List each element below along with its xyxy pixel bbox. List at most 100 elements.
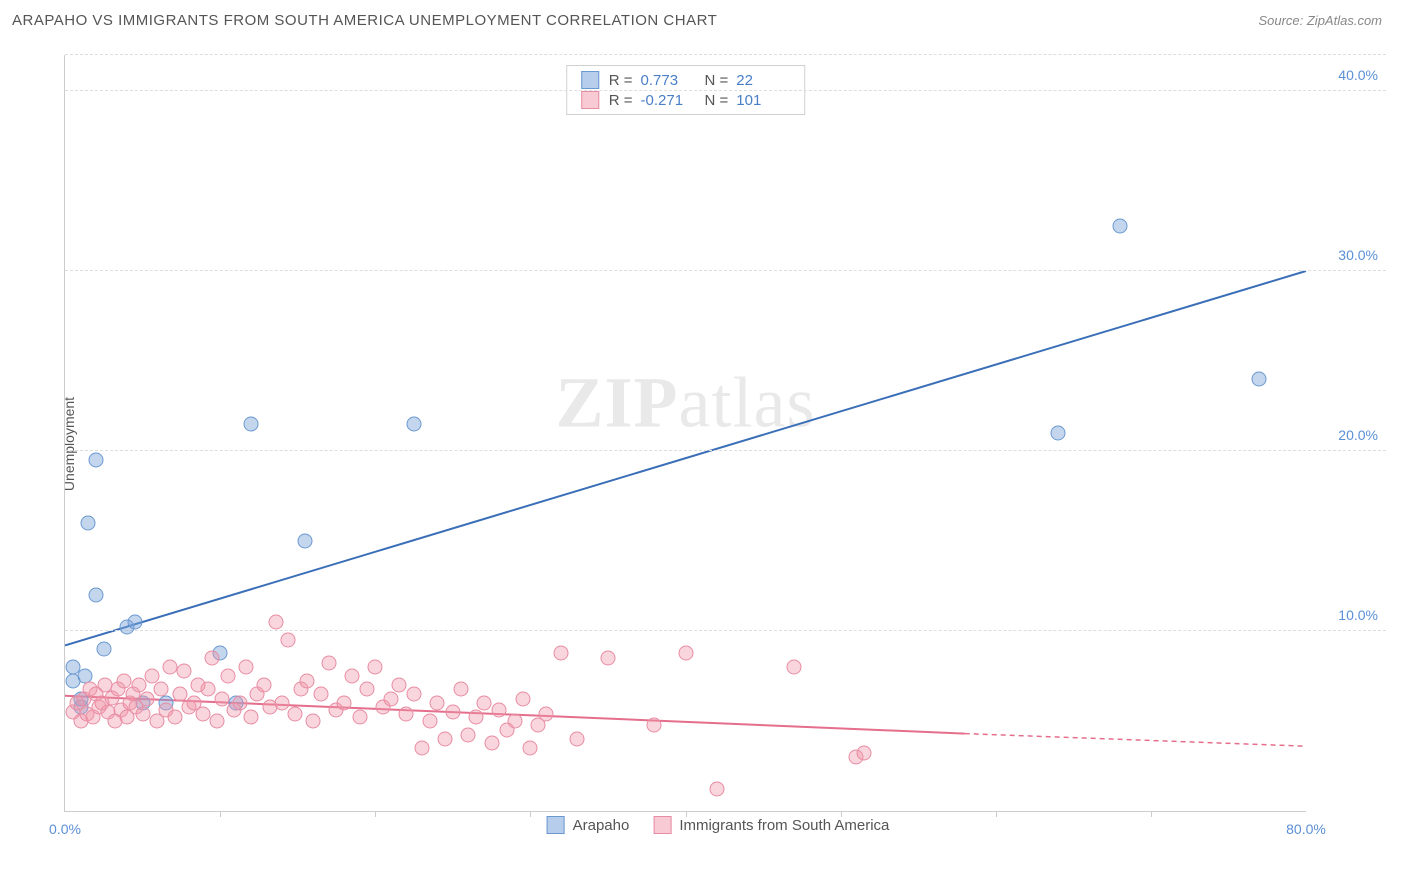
gridline xyxy=(65,450,1386,451)
data-point-immigrants xyxy=(205,651,220,666)
data-point-immigrants xyxy=(787,660,802,675)
data-point-immigrants xyxy=(287,706,302,721)
data-point-immigrants xyxy=(383,692,398,707)
r-label: R = xyxy=(609,92,633,109)
x-tick xyxy=(1151,811,1152,817)
y-tick-label: 40.0% xyxy=(1338,67,1378,83)
data-point-immigrants xyxy=(163,660,178,675)
data-point-immigrants xyxy=(268,615,283,630)
data-point-immigrants xyxy=(445,705,460,720)
data-point-immigrants xyxy=(492,703,507,718)
y-tick-label: 10.0% xyxy=(1338,607,1378,623)
source-attribution: Source: ZipAtlas.com xyxy=(1258,13,1382,28)
data-point-arapaho xyxy=(1252,372,1267,387)
data-point-immigrants xyxy=(233,696,248,711)
data-point-arapaho xyxy=(96,642,111,657)
data-point-immigrants xyxy=(407,687,422,702)
data-point-immigrants xyxy=(210,714,225,729)
data-point-immigrants xyxy=(154,681,169,696)
x-tick xyxy=(996,811,997,817)
data-point-immigrants xyxy=(321,656,336,671)
data-point-immigrants xyxy=(523,741,538,756)
data-point-arapaho xyxy=(89,453,104,468)
data-point-immigrants xyxy=(239,660,254,675)
data-point-immigrants xyxy=(461,728,476,743)
swatch-pink xyxy=(653,816,671,834)
arapaho-n-value: 22 xyxy=(736,72,790,89)
data-point-immigrants xyxy=(313,687,328,702)
data-point-immigrants xyxy=(135,706,150,721)
data-point-immigrants xyxy=(709,782,724,797)
gridline xyxy=(65,54,1386,55)
data-point-arapaho xyxy=(127,615,142,630)
n-label: N = xyxy=(705,92,729,109)
data-point-immigrants xyxy=(414,741,429,756)
data-point-immigrants xyxy=(647,717,662,732)
data-point-immigrants xyxy=(196,706,211,721)
gridline xyxy=(65,90,1386,91)
chart-title: ARAPAHO VS IMMIGRANTS FROM SOUTH AMERICA… xyxy=(12,12,717,29)
data-point-immigrants xyxy=(220,669,235,684)
legend-item-arapaho: Arapaho xyxy=(547,816,630,834)
y-tick-label: 20.0% xyxy=(1338,427,1378,443)
data-point-immigrants xyxy=(299,674,314,689)
x-tick xyxy=(530,811,531,817)
data-point-immigrants xyxy=(422,714,437,729)
data-point-immigrants xyxy=(515,692,530,707)
data-point-immigrants xyxy=(244,710,259,725)
data-point-immigrants xyxy=(168,710,183,725)
data-point-immigrants xyxy=(484,735,499,750)
data-point-immigrants xyxy=(538,706,553,721)
data-point-immigrants xyxy=(430,696,445,711)
data-point-arapaho xyxy=(89,588,104,603)
data-point-immigrants xyxy=(476,696,491,711)
data-point-arapaho xyxy=(1112,219,1127,234)
data-point-immigrants xyxy=(306,714,321,729)
data-point-immigrants xyxy=(469,710,484,725)
x-tick xyxy=(220,811,221,817)
stats-row-arapaho: R = 0.773 N = 22 xyxy=(581,70,791,90)
data-point-immigrants xyxy=(337,696,352,711)
gridline xyxy=(65,270,1386,271)
data-point-immigrants xyxy=(678,645,693,660)
data-point-immigrants xyxy=(360,681,375,696)
data-point-immigrants xyxy=(856,746,871,761)
legend-label-arapaho: Arapaho xyxy=(573,817,630,834)
plot-area: ZIPatlas R = 0.773 N = 22 R = -0.271 N =… xyxy=(64,55,1306,812)
data-point-immigrants xyxy=(554,645,569,660)
data-point-immigrants xyxy=(256,678,271,693)
data-point-immigrants xyxy=(281,633,296,648)
data-point-immigrants xyxy=(391,678,406,693)
n-label: N = xyxy=(705,72,729,89)
data-point-immigrants xyxy=(352,710,367,725)
data-point-immigrants xyxy=(438,732,453,747)
data-point-immigrants xyxy=(140,692,155,707)
y-tick-label: 30.0% xyxy=(1338,247,1378,263)
x-tick xyxy=(375,811,376,817)
data-point-immigrants xyxy=(344,669,359,684)
data-point-immigrants xyxy=(214,692,229,707)
swatch-blue xyxy=(581,71,599,89)
swatch-pink xyxy=(581,91,599,109)
data-point-arapaho xyxy=(298,534,313,549)
data-point-immigrants xyxy=(399,706,414,721)
arapaho-r-value: 0.773 xyxy=(641,72,695,89)
data-point-arapaho xyxy=(81,516,96,531)
data-point-immigrants xyxy=(507,714,522,729)
data-point-immigrants xyxy=(200,681,215,696)
swatch-blue xyxy=(547,816,565,834)
data-point-immigrants xyxy=(453,681,468,696)
data-point-arapaho xyxy=(1050,426,1065,441)
stats-row-immigrants: R = -0.271 N = 101 xyxy=(581,90,791,110)
chart-container: Unemployment ZIPatlas R = 0.773 N = 22 R… xyxy=(50,45,1386,842)
x-tick-label: 0.0% xyxy=(49,821,81,837)
trend-line xyxy=(65,271,1306,645)
trend-line xyxy=(965,734,1306,747)
data-point-immigrants xyxy=(600,651,615,666)
data-point-immigrants xyxy=(368,660,383,675)
immigrants-n-value: 101 xyxy=(736,92,790,109)
data-point-immigrants xyxy=(275,696,290,711)
data-point-immigrants xyxy=(177,663,192,678)
data-point-arapaho xyxy=(407,417,422,432)
legend-item-immigrants: Immigrants from South America xyxy=(653,816,889,834)
